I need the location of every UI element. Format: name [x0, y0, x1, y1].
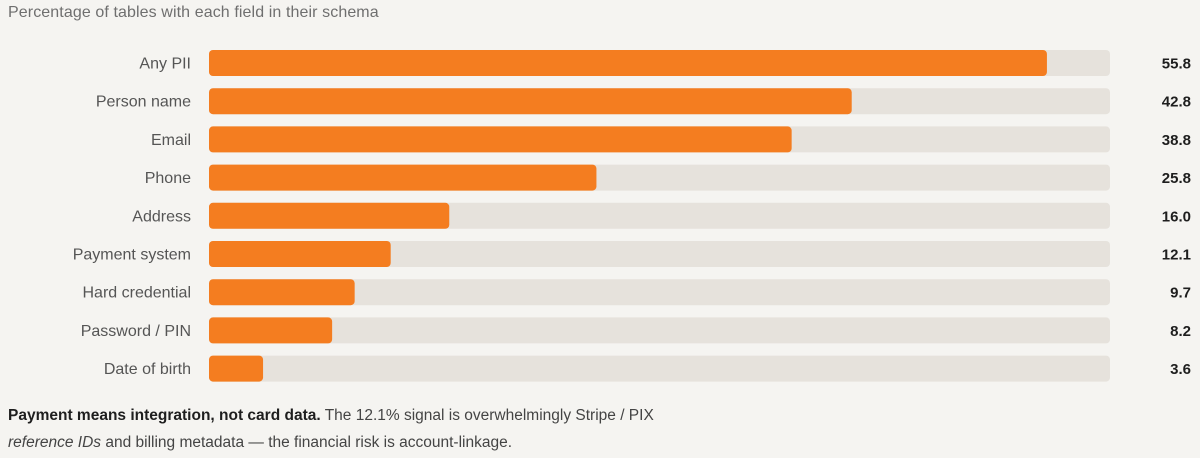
bar-phone — [209, 164, 597, 191]
note-text-1: The 12.1% signal is overwhelmingly Strip… — [320, 407, 654, 424]
bar-hard-credential — [209, 279, 355, 306]
value-label-payment-system: 12.1 — [1162, 247, 1191, 264]
category-label-phone: Phone — [145, 170, 191, 187]
bar-address — [209, 202, 450, 229]
bar-person-name — [209, 88, 852, 115]
value-label-address: 16.0 — [1162, 208, 1191, 225]
bar-track-payment-system — [209, 241, 1110, 267]
value-label-date-of-birth: 3.6 — [1170, 361, 1191, 378]
category-label-email: Email — [151, 132, 191, 149]
bar-chart: Any PII 55.8 Person name 42.8 Email 38.8 Phone… — [73, 50, 1191, 382]
bar-track-hard-credential — [209, 279, 1110, 306]
category-label-date-of-birth: Date of birth — [104, 361, 191, 378]
category-label-hard-credential: Hard credential — [83, 285, 192, 302]
value-label-any-pii: 55.8 — [1162, 56, 1191, 73]
bar-email — [209, 126, 792, 153]
category-label-any-pii: Any PII — [139, 56, 191, 73]
chart-note: Payment means integration, not card data… — [8, 402, 1188, 456]
value-label-phone: 25.8 — [1162, 170, 1191, 187]
category-label-address: Address — [132, 208, 191, 225]
bar-track-date-of-birth — [209, 355, 1110, 382]
note-text-2: and billing metadata — the financial ris… — [101, 434, 513, 451]
bar-any-pii — [209, 50, 1047, 76]
value-label-password-pin: 8.2 — [1170, 323, 1191, 340]
note-italic-text: reference IDs — [8, 434, 102, 451]
value-label-person-name: 42.8 — [1162, 94, 1191, 111]
bar-payment-system — [209, 241, 391, 267]
category-label-password-pin: Password / PIN — [81, 323, 191, 340]
chart-title: Percentage of tables with each field in … — [8, 4, 379, 21]
bar-password-pin — [209, 317, 333, 344]
value-label-email: 38.8 — [1162, 132, 1191, 149]
category-label-payment-system: Payment system — [73, 247, 191, 264]
bar-track-password-pin — [209, 317, 1110, 344]
bar-date-of-birth — [209, 355, 264, 382]
note-bold-text: Payment means integration, not card data… — [8, 407, 321, 424]
category-label-person-name: Person name — [96, 94, 191, 111]
value-label-hard-credential: 9.7 — [1170, 285, 1191, 302]
